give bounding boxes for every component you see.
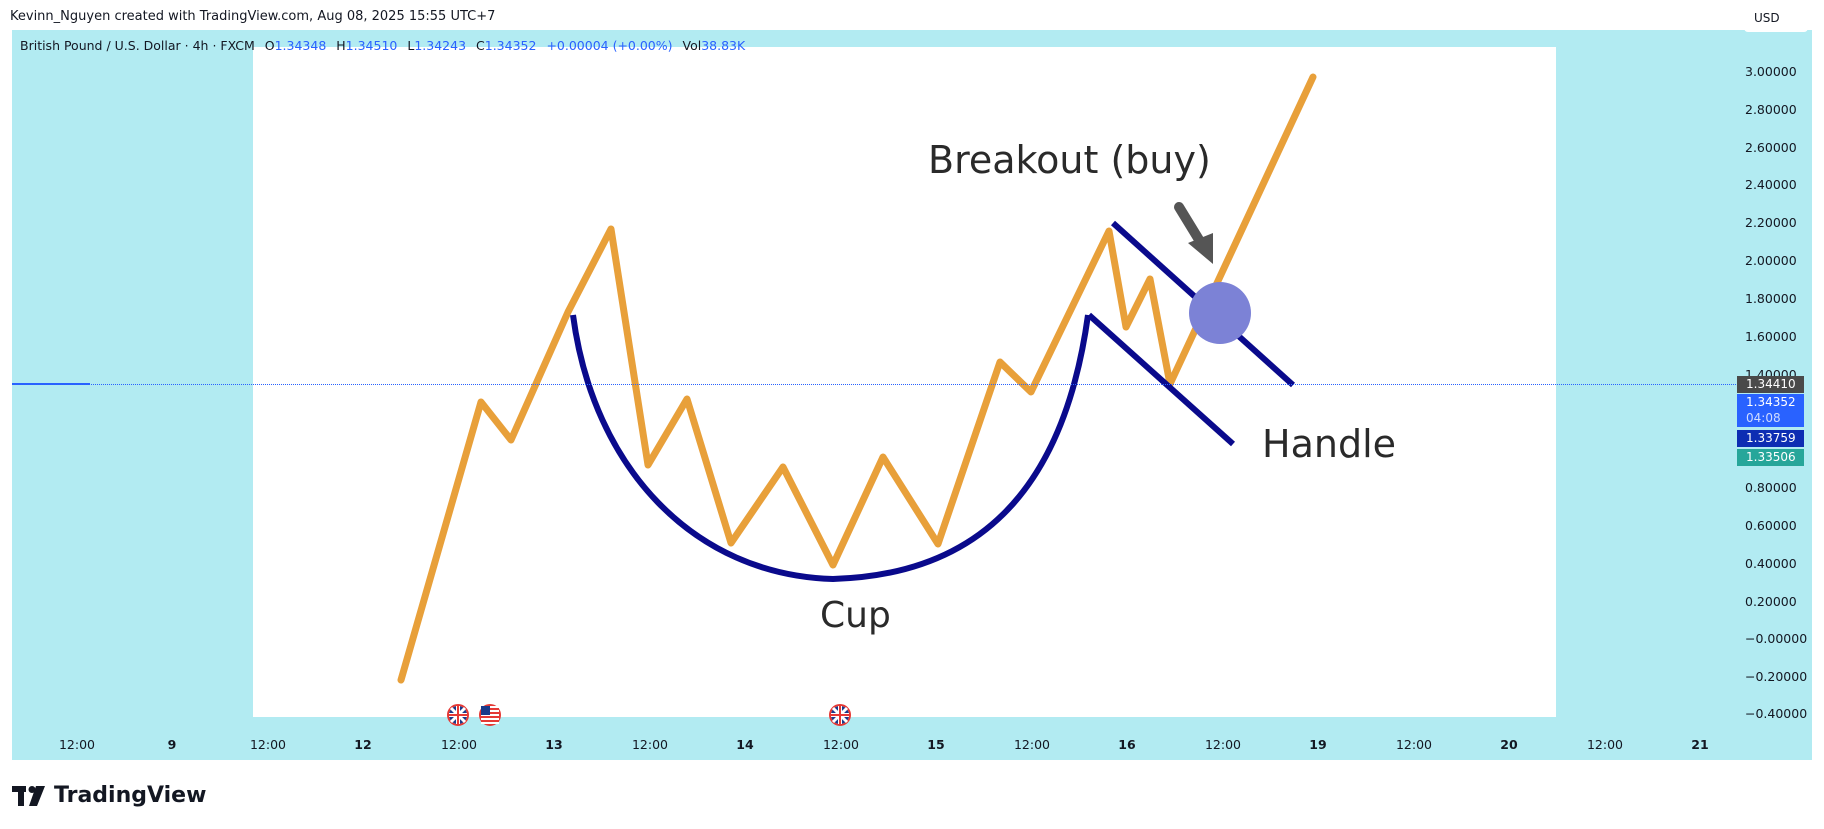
time-label: 12:00 <box>631 737 669 752</box>
time-label: 21 <box>1691 737 1709 752</box>
chart-frame: Breakout (buy) Handle Cup British Pound … <box>12 30 1812 760</box>
uk-flag-icon[interactable] <box>447 704 469 726</box>
handle-lower-line <box>1086 312 1236 447</box>
time-label: 12:00 <box>1204 737 1242 752</box>
current-price-line <box>12 384 1736 385</box>
price-tick: 2.80000 <box>1745 102 1797 117</box>
time-label: 12 <box>354 737 372 752</box>
change-value: +0.00004 (+0.00%) <box>546 38 673 53</box>
tradingview-logo[interactable]: TradingView <box>12 783 206 808</box>
open-value: 1.34348 <box>274 38 327 53</box>
time-label: 14 <box>736 737 754 752</box>
breakout-arrow <box>1174 202 1213 264</box>
last-price-tag: 1.34352 <box>1737 394 1804 410</box>
price-tick: 3.00000 <box>1745 64 1797 79</box>
time-label: 16 <box>1118 737 1136 752</box>
high-label: H <box>336 38 346 53</box>
currency-selector[interactable]: USD <box>1744 4 1808 32</box>
price-tag: 1.33506 <box>1737 449 1804 466</box>
cup-and-handle-drawing: Breakout (buy) Handle Cup <box>397 73 1396 684</box>
price-tick: 2.40000 <box>1745 177 1797 192</box>
time-label: 20 <box>1500 737 1518 752</box>
uk-flag-icon[interactable] <box>829 704 851 726</box>
time-label: 12:00 <box>822 737 860 752</box>
time-label: 12:00 <box>440 737 478 752</box>
low-value: 1.34243 <box>414 38 467 53</box>
price-tick: 2.60000 <box>1745 140 1797 155</box>
cup-and-handle-image: Breakout (buy) Handle Cup <box>253 47 1556 717</box>
price-tick: 0.80000 <box>1745 480 1797 495</box>
chart-plot-area[interactable]: Breakout (buy) Handle Cup British Pound … <box>12 30 1736 720</box>
close-value: 1.34352 <box>484 38 537 53</box>
time-label: 19 <box>1309 737 1327 752</box>
volume-label: Vol <box>682 38 702 53</box>
price-tag: 1.34410 <box>1737 376 1804 393</box>
price-tick: 0.40000 <box>1745 556 1797 571</box>
price-tick: 0.60000 <box>1745 518 1797 533</box>
price-tag: 1.33759 <box>1737 430 1804 447</box>
brand-name: TradingView <box>54 783 207 808</box>
time-label: 13 <box>545 737 563 752</box>
low-label: L <box>407 38 415 53</box>
time-label: 9 <box>167 737 177 752</box>
price-tick: 2.20000 <box>1745 215 1797 230</box>
price-tick: 1.60000 <box>1745 329 1797 344</box>
price-tick: −0.20000 <box>1745 669 1808 684</box>
symbol-legend: British Pound / U.S. Dollar · 4h · FXCM … <box>20 38 745 53</box>
volume-value: 38.83K <box>701 38 746 53</box>
breakout-label: Breakout (buy) <box>928 138 1211 182</box>
chart-attribution: Kevinn_Nguyen created with TradingView.c… <box>10 9 496 24</box>
time-label: 12:00 <box>249 737 287 752</box>
breakout-dot <box>1189 282 1251 344</box>
handle-label: Handle <box>1262 422 1396 466</box>
cup-label: Cup <box>820 595 891 636</box>
time-label: 12:00 <box>1013 737 1051 752</box>
open-label: O <box>264 38 275 53</box>
time-label: 12:00 <box>1395 737 1433 752</box>
price-line <box>397 73 1317 684</box>
price-tick: 0.20000 <box>1745 594 1797 609</box>
time-label: 15 <box>927 737 945 752</box>
high-value: 1.34510 <box>345 38 398 53</box>
cup-curve <box>570 314 1091 583</box>
close-label: C <box>476 38 485 53</box>
symbol-name: British Pound / U.S. Dollar · 4h · FXCM <box>20 38 255 53</box>
time-label: 12:00 <box>58 737 96 752</box>
price-tick: 1.80000 <box>1745 291 1797 306</box>
time-label: 12:00 <box>1586 737 1624 752</box>
us-flag-icon[interactable] <box>479 704 501 726</box>
price-tick: −0.40000 <box>1745 706 1808 721</box>
price-tick: −0.00000 <box>1745 631 1808 646</box>
tradingview-logo-icon <box>12 785 45 806</box>
price-line-stub <box>12 383 90 385</box>
price-tick: 2.00000 <box>1745 253 1797 268</box>
countdown-tag: 04:08 <box>1737 410 1804 427</box>
